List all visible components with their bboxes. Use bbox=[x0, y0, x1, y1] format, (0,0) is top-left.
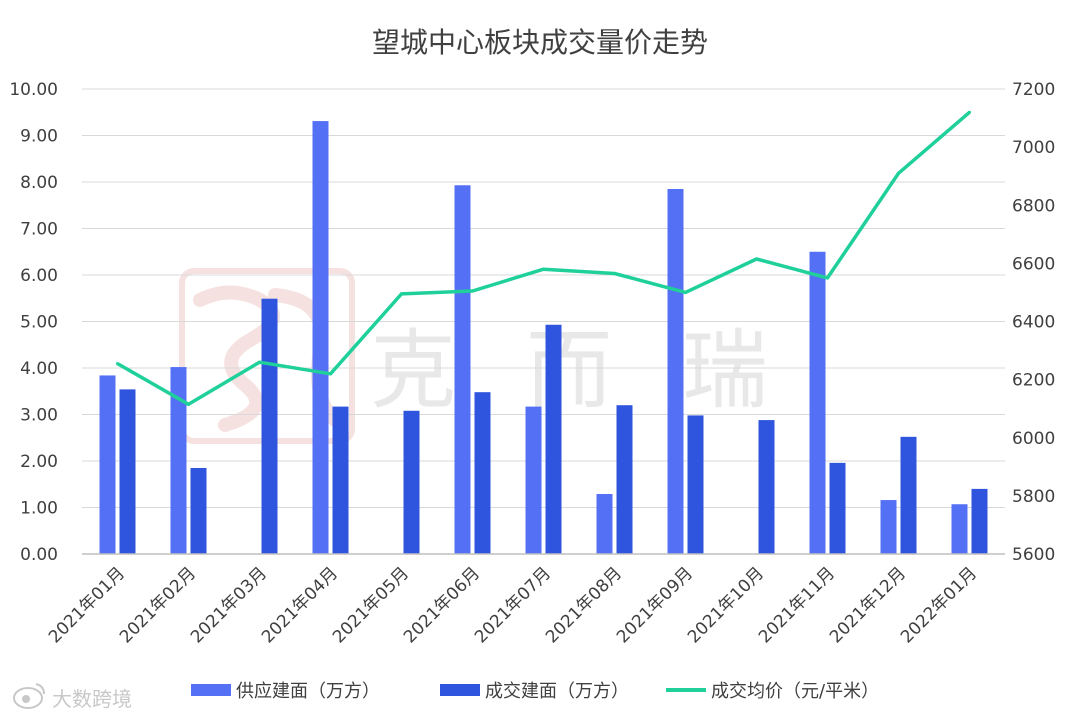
price-point bbox=[542, 267, 545, 271]
right-axis-tick-label: 6600 bbox=[1012, 254, 1055, 274]
price-point bbox=[400, 292, 403, 296]
legend-label-supply: 供应建面（万方） bbox=[236, 681, 380, 702]
left-axis-tick-label: 8.00 bbox=[20, 173, 58, 193]
legend-swatch-supply bbox=[191, 684, 231, 696]
left-axis-tick-label: 7.00 bbox=[20, 220, 58, 240]
deal-bar bbox=[190, 467, 207, 554]
weibo-icon bbox=[13, 683, 45, 709]
price-point bbox=[968, 110, 971, 114]
left-axis-tick-label: 5.00 bbox=[20, 313, 58, 333]
x-axis-labels: 2021年01月2021年02月2021年03月2021年04月2021年05月… bbox=[45, 563, 981, 647]
deal-bar bbox=[687, 415, 704, 554]
right-axis-tick-label: 7000 bbox=[1012, 138, 1055, 158]
left-axis-tick-label: 2.00 bbox=[20, 452, 58, 472]
watermark: 克而瑞 bbox=[179, 268, 838, 444]
left-axis-tick-label: 3.00 bbox=[20, 406, 58, 426]
deal-bar bbox=[474, 392, 491, 554]
supply-bar bbox=[312, 121, 329, 555]
deal-bar bbox=[545, 324, 562, 554]
supply-bar bbox=[951, 504, 968, 554]
deal-bar bbox=[119, 389, 136, 554]
price-point bbox=[116, 362, 119, 366]
price-point bbox=[329, 372, 332, 376]
price-point bbox=[684, 290, 687, 294]
right-axis-tick-label: 6000 bbox=[1012, 429, 1055, 449]
left-axis-tick-label: 9.00 bbox=[20, 127, 58, 147]
left-axis-tick-label: 1.00 bbox=[20, 499, 58, 519]
legend-label-deal: 成交建面（万方） bbox=[485, 681, 629, 702]
left-axis-tick-label: 0.00 bbox=[20, 545, 58, 565]
left-axis-tick-label: 6.00 bbox=[20, 266, 58, 286]
bar-series bbox=[99, 121, 988, 555]
left-axis-ticks: 0.00 1.00 2.00 3.00 4.00 5.00 6.00 7.00 8.00 9.00… bbox=[9, 80, 58, 565]
legend-swatch-deal bbox=[440, 684, 480, 696]
deal-bar bbox=[758, 420, 775, 554]
deal-bar bbox=[332, 406, 349, 554]
left-axis-tick-label: 4.00 bbox=[20, 359, 58, 379]
right-axis-tick-label: 6200 bbox=[1012, 371, 1055, 391]
x-axis-tick-label: 2022年01月 bbox=[897, 563, 981, 647]
grid bbox=[82, 88, 1005, 508]
watermark-text: 克而瑞 bbox=[370, 321, 838, 421]
deal-bar bbox=[971, 488, 988, 554]
right-axis-tick-label: 5800 bbox=[1012, 487, 1055, 507]
footer-brand-text: 大数跨境 bbox=[52, 687, 132, 711]
footer-brand: 大数跨境 bbox=[13, 683, 132, 711]
price-line-series bbox=[116, 110, 971, 407]
right-axis-tick-label: 6400 bbox=[1012, 313, 1055, 333]
price-point bbox=[187, 402, 190, 406]
price-point bbox=[258, 360, 261, 364]
supply-bar bbox=[170, 367, 187, 554]
right-axis-ticks: 5600 5800 6000 6200 6400 6600 6800 7000 7200 bbox=[1012, 80, 1055, 565]
deal-bar bbox=[829, 462, 846, 554]
deal-bar bbox=[261, 298, 278, 554]
supply-bar bbox=[667, 188, 684, 554]
supply-bar bbox=[525, 406, 542, 554]
price-point bbox=[826, 276, 829, 280]
supply-bar bbox=[809, 251, 826, 554]
deal-bar bbox=[900, 436, 917, 554]
price-point bbox=[613, 272, 616, 276]
deal-bar bbox=[403, 410, 420, 554]
left-axis-tick-label: 10.00 bbox=[9, 80, 58, 100]
right-axis-tick-label: 5600 bbox=[1012, 545, 1055, 565]
supply-bar bbox=[880, 500, 897, 554]
supply-bar bbox=[596, 494, 613, 554]
price-point bbox=[471, 289, 474, 293]
supply-bar bbox=[99, 375, 116, 554]
price-point bbox=[755, 257, 758, 261]
right-axis-tick-label: 7200 bbox=[1012, 80, 1055, 100]
chart-title: 望城中心板块成交量价走势 bbox=[372, 26, 708, 59]
supply-bar bbox=[454, 185, 471, 554]
legend-label-price: 成交均价（元/平米） bbox=[711, 681, 879, 702]
deal-bar bbox=[616, 405, 633, 554]
right-axis-tick-label: 6800 bbox=[1012, 196, 1055, 216]
legend: 供应建面（万方） 成交建面（万方） 成交均价（元/平米） bbox=[191, 681, 879, 702]
price-point bbox=[897, 171, 900, 175]
